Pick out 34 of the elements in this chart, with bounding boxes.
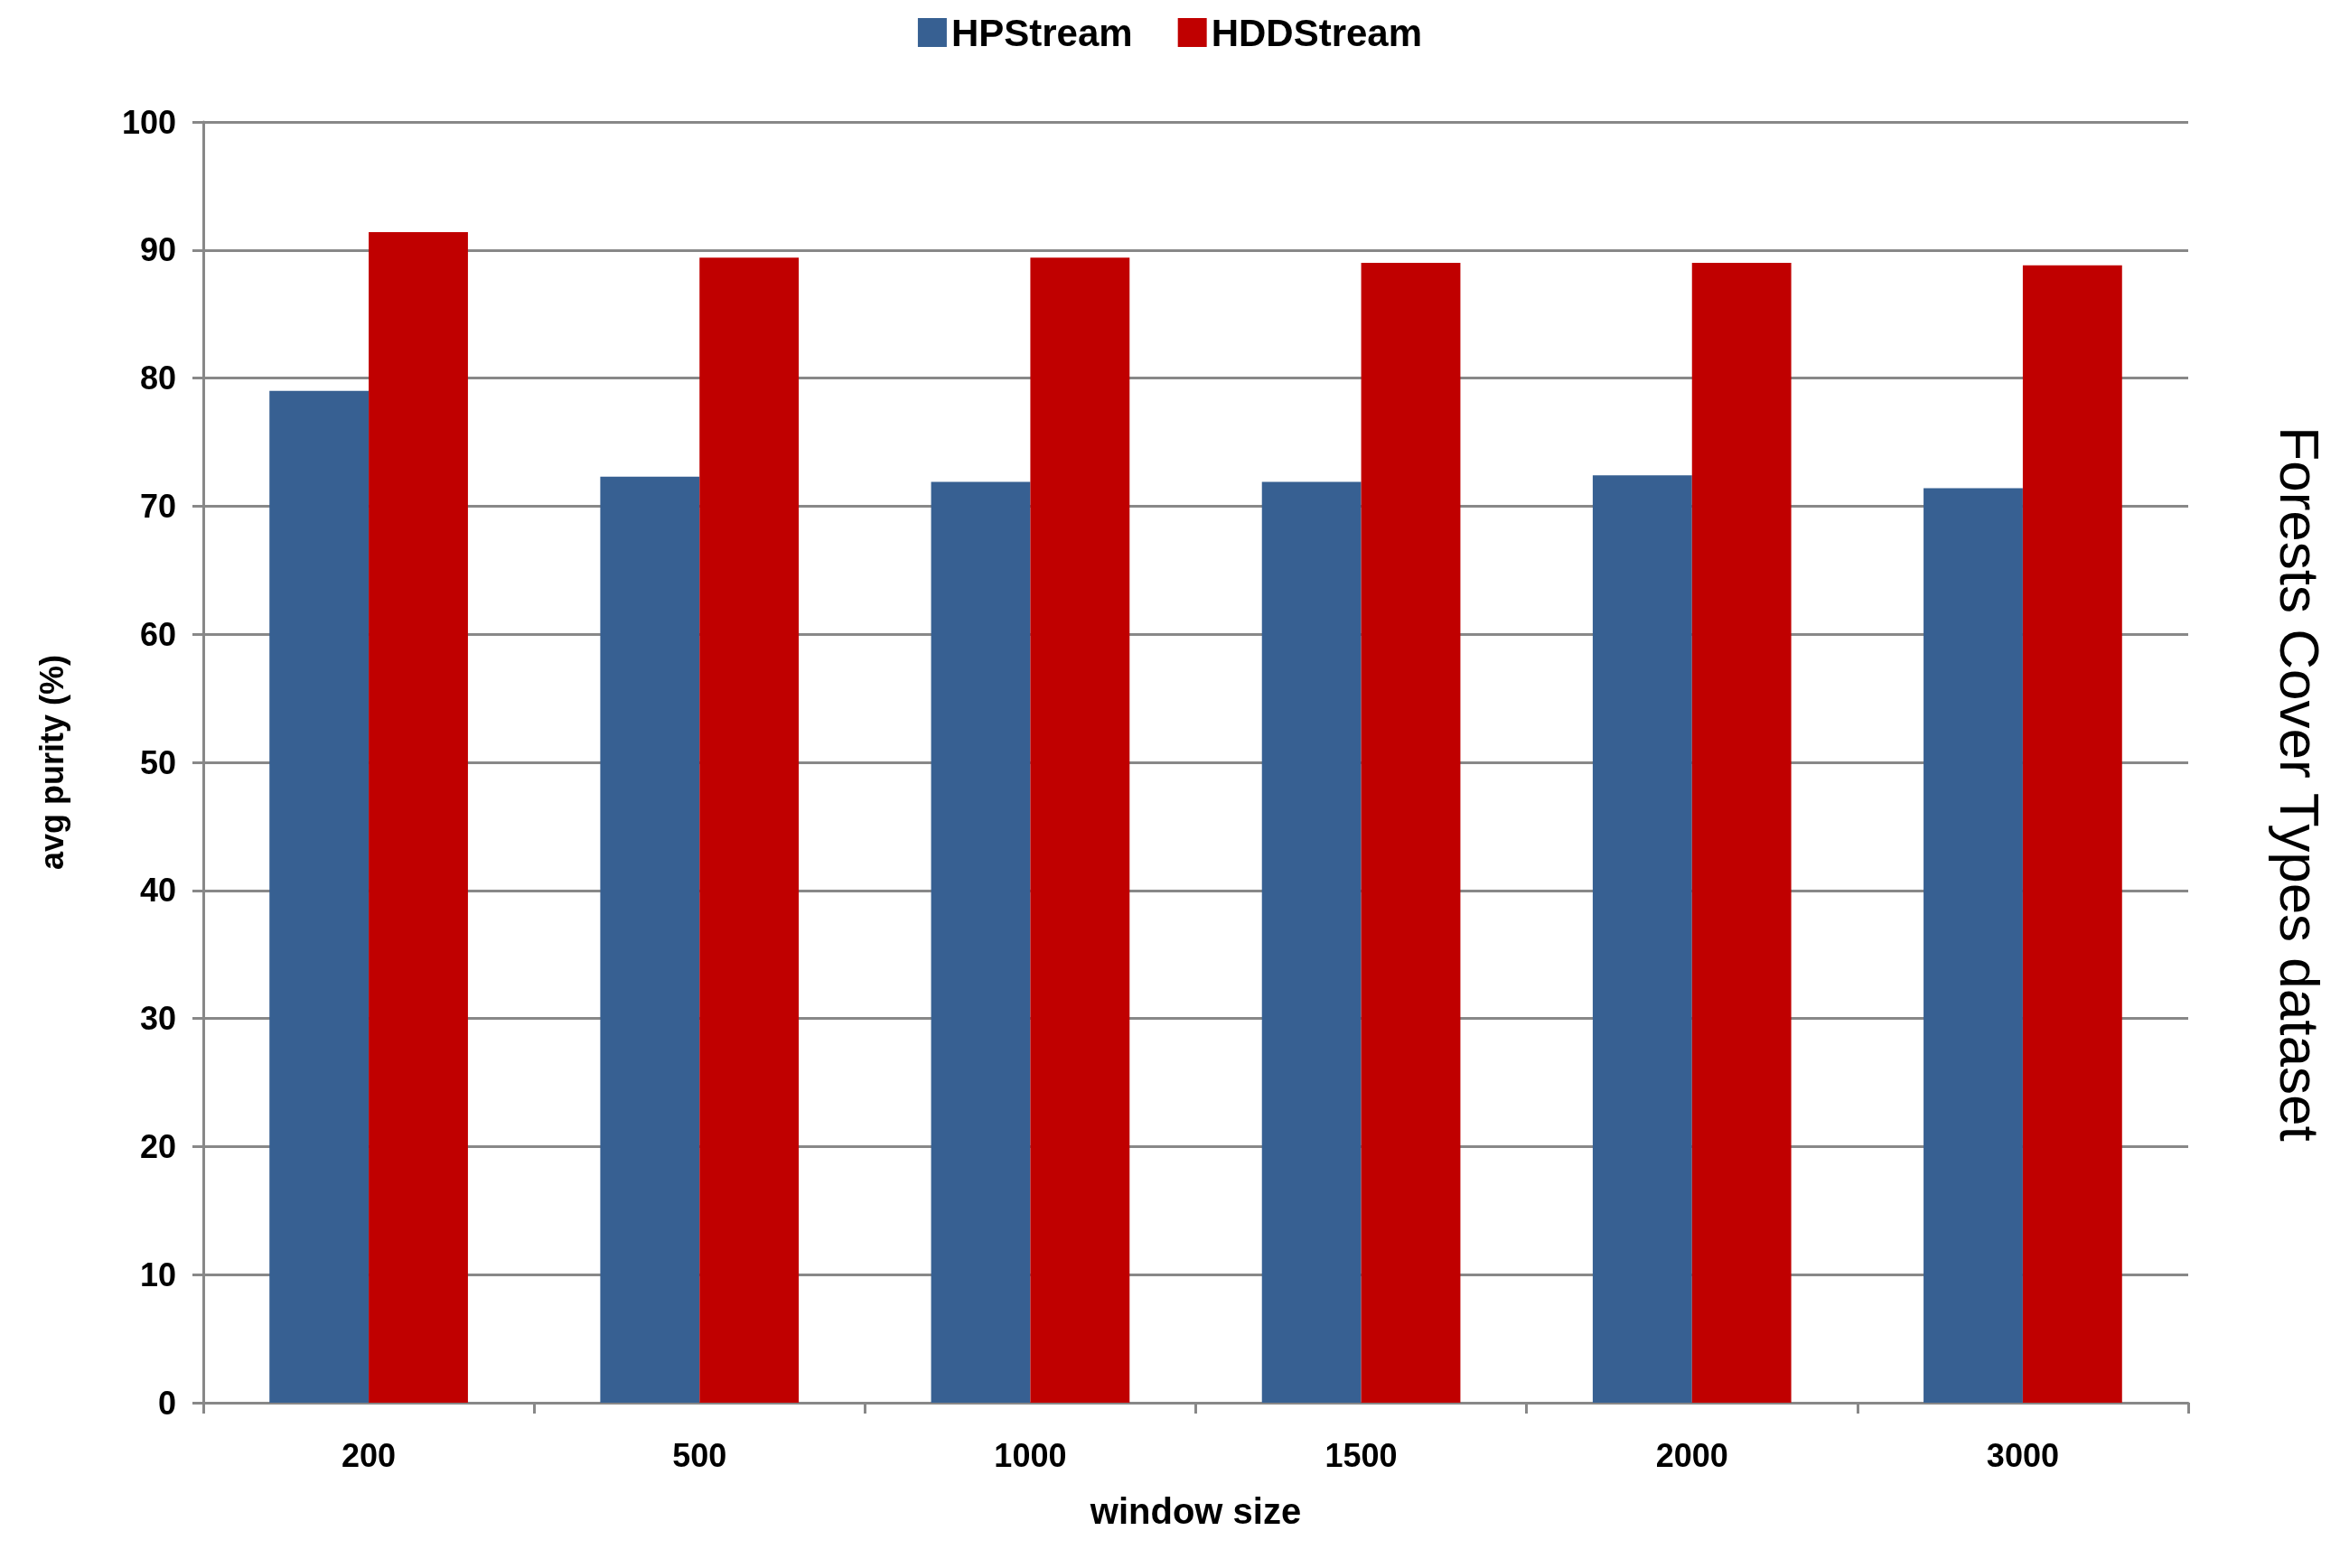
text: Forests Cover Types dataset xyxy=(2268,426,2331,1142)
y-tick-label: 90 xyxy=(139,231,176,269)
bar xyxy=(931,481,1031,1403)
bar xyxy=(600,476,700,1403)
bar xyxy=(1361,262,1461,1403)
x-axis-title: window size xyxy=(1089,1491,1302,1531)
x-tick-label: 500 xyxy=(672,1436,727,1474)
x-tick-label: 1500 xyxy=(1324,1436,1398,1474)
y-tick-label: 40 xyxy=(139,872,176,910)
bar xyxy=(1691,262,1792,1403)
y-axis-title: avg purity (%) xyxy=(33,654,70,871)
y-tick-label: 100 xyxy=(121,103,176,141)
bar xyxy=(1592,475,1692,1403)
y-tick-label: 60 xyxy=(139,615,176,653)
y-tick-label: 70 xyxy=(139,487,176,525)
y-tick-label: 80 xyxy=(139,359,176,397)
x-tick-label: 2000 xyxy=(1655,1436,1728,1474)
bar xyxy=(269,390,370,1403)
legend-label: HDDStream xyxy=(1211,11,1423,54)
y-tick-label: 20 xyxy=(139,1127,176,1165)
x-tick-label: 1000 xyxy=(994,1436,1067,1474)
bar xyxy=(699,257,800,1403)
bar xyxy=(2022,265,2122,1403)
y-tick-label: 0 xyxy=(157,1384,176,1422)
y-tick-label: 50 xyxy=(139,743,176,781)
bar xyxy=(1030,257,1130,1403)
bar xyxy=(369,231,468,1403)
x-tick-label: 200 xyxy=(342,1436,397,1474)
y-tick-label: 30 xyxy=(139,1000,176,1038)
y-tick-label: 10 xyxy=(139,1255,176,1293)
bar xyxy=(1923,488,2023,1403)
legend-label: HPStream xyxy=(950,11,1133,54)
x-tick-label: 3000 xyxy=(1986,1436,2059,1474)
bar xyxy=(1261,481,1362,1403)
